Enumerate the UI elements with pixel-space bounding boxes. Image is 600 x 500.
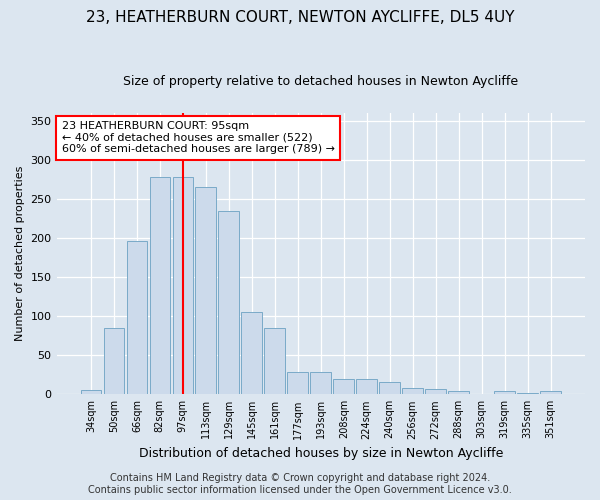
Bar <box>448 391 469 394</box>
Bar <box>356 378 377 394</box>
Bar <box>241 312 262 394</box>
Bar <box>218 210 239 394</box>
Text: Contains HM Land Registry data © Crown copyright and database right 2024.
Contai: Contains HM Land Registry data © Crown c… <box>88 474 512 495</box>
Bar <box>517 392 538 394</box>
Bar <box>494 391 515 394</box>
Bar <box>80 390 101 394</box>
Text: 23, HEATHERBURN COURT, NEWTON AYCLIFFE, DL5 4UY: 23, HEATHERBURN COURT, NEWTON AYCLIFFE, … <box>86 10 514 25</box>
Bar <box>196 187 216 394</box>
Bar <box>334 378 354 394</box>
Bar <box>287 372 308 394</box>
Bar <box>425 389 446 394</box>
Text: 23 HEATHERBURN COURT: 95sqm
← 40% of detached houses are smaller (522)
60% of se: 23 HEATHERBURN COURT: 95sqm ← 40% of det… <box>62 121 335 154</box>
X-axis label: Distribution of detached houses by size in Newton Aycliffe: Distribution of detached houses by size … <box>139 447 503 460</box>
Bar <box>265 328 285 394</box>
Bar <box>104 328 124 394</box>
Bar <box>310 372 331 394</box>
Y-axis label: Number of detached properties: Number of detached properties <box>15 166 25 341</box>
Bar <box>540 391 561 394</box>
Bar <box>173 177 193 394</box>
Title: Size of property relative to detached houses in Newton Aycliffe: Size of property relative to detached ho… <box>123 75 518 88</box>
Bar <box>379 382 400 394</box>
Bar <box>149 177 170 394</box>
Bar <box>127 241 147 394</box>
Bar <box>403 388 423 394</box>
